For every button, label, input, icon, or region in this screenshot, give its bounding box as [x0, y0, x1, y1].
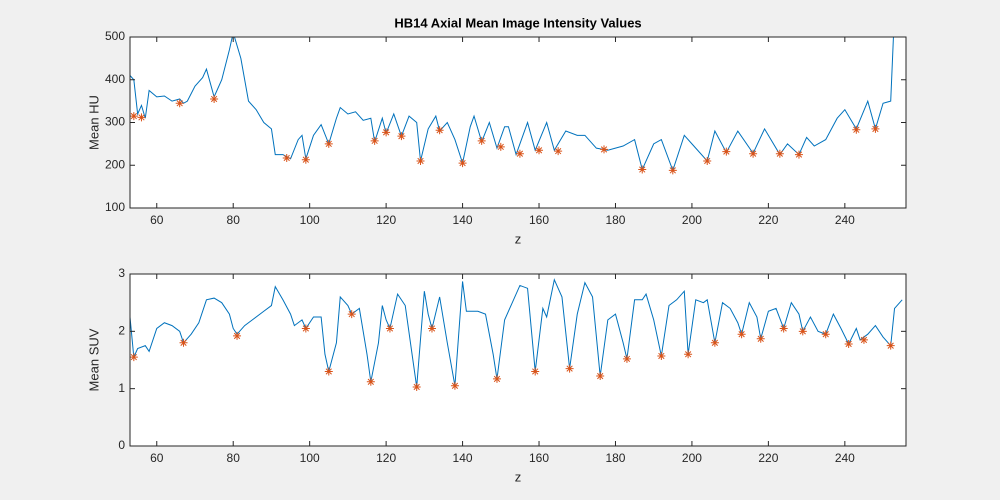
chart-title: HB14 Axial Mean Image Intensity Values — [394, 15, 641, 30]
y-tick-label: 1 — [118, 381, 125, 395]
marker-asterisk — [657, 351, 666, 360]
marker-asterisk — [282, 153, 291, 162]
marker-asterisk — [412, 382, 421, 391]
y-axis-label: Mean SUV — [86, 328, 101, 391]
x-tick-label: 240 — [835, 451, 855, 465]
marker-asterisk — [301, 155, 310, 164]
y-tick-label: 0 — [118, 438, 125, 452]
x-tick-label: 60 — [150, 451, 164, 465]
marker-asterisk — [130, 112, 138, 121]
x-tick-label: 240 — [835, 213, 855, 227]
x-tick-label: 120 — [376, 451, 396, 465]
x-tick-label: 180 — [605, 451, 625, 465]
marker-asterisk — [130, 353, 138, 362]
marker-asterisk — [496, 142, 505, 151]
marker-asterisk — [703, 156, 712, 165]
y-tick-label: 400 — [105, 72, 125, 86]
marker-asterisk — [179, 338, 188, 347]
x-tick-label: 100 — [300, 451, 320, 465]
marker-asterisk — [794, 150, 803, 159]
marker-asterisk — [600, 145, 609, 154]
marker-asterisk — [397, 132, 406, 141]
x-axis-label: z — [515, 469, 522, 484]
marker-asterisk — [370, 136, 379, 145]
y-axis-label: Mean HU — [86, 95, 101, 150]
x-tick-label: 200 — [682, 451, 702, 465]
marker-asterisk — [737, 330, 746, 339]
plot-area — [130, 274, 906, 446]
marker-asterisk — [233, 331, 242, 340]
x-tick-label: 100 — [300, 213, 320, 227]
x-axis-label: z — [515, 231, 522, 246]
marker-asterisk — [492, 374, 501, 383]
x-tick-label: 220 — [758, 213, 778, 227]
marker-asterisk — [749, 149, 758, 158]
marker-asterisk — [596, 372, 605, 381]
marker-asterisk — [638, 165, 647, 174]
x-tick-label: 180 — [605, 213, 625, 227]
plot-area — [130, 37, 906, 208]
x-tick-label: 160 — [529, 451, 549, 465]
y-tick-label: 200 — [105, 157, 125, 171]
marker-asterisk — [710, 338, 719, 347]
marker-asterisk — [382, 128, 391, 137]
marker-asterisk — [722, 147, 731, 156]
marker-asterisk — [324, 367, 333, 376]
marker-asterisk — [210, 94, 219, 103]
marker-asterisk — [137, 113, 146, 122]
marker-asterisk — [301, 324, 310, 333]
marker-asterisk — [535, 146, 544, 155]
marker-asterisk — [844, 339, 853, 348]
marker-asterisk — [385, 324, 394, 333]
x-tick-label: 160 — [529, 213, 549, 227]
y-tick-label: 2 — [118, 324, 125, 338]
x-tick-label: 140 — [453, 451, 473, 465]
plot-layer — [130, 278, 903, 391]
axes-box — [129, 273, 907, 447]
y-tick-label: 3 — [118, 266, 125, 280]
data-line — [130, 37, 894, 172]
x-tick-label: 140 — [453, 213, 473, 227]
marker-asterisk — [477, 136, 486, 145]
marker-asterisk — [531, 367, 540, 376]
marker-asterisk — [798, 327, 807, 336]
x-tick-label: 220 — [758, 451, 778, 465]
marker-asterisk — [821, 330, 830, 339]
marker-asterisk — [416, 156, 425, 165]
marker-asterisk — [366, 377, 375, 386]
marker-asterisk — [458, 159, 467, 168]
marker-asterisk — [886, 341, 895, 350]
marker-asterisk — [859, 335, 868, 344]
marker-asterisk — [347, 310, 356, 319]
axes-box — [129, 36, 907, 209]
x-tick-label: 200 — [682, 213, 702, 227]
marker-asterisk — [515, 149, 524, 158]
marker-asterisk — [622, 354, 631, 363]
y-tick-label: 300 — [105, 115, 125, 129]
x-tick-label: 80 — [227, 213, 241, 227]
x-tick-label: 60 — [150, 213, 164, 227]
marker-asterisk — [852, 125, 861, 134]
marker-asterisk — [684, 350, 693, 359]
x-tick-label: 120 — [376, 213, 396, 227]
x-tick-label: 80 — [227, 451, 241, 465]
marker-asterisk — [565, 364, 574, 373]
marker-asterisk — [779, 324, 788, 333]
marker-asterisk — [427, 324, 436, 333]
marker-asterisk — [775, 149, 784, 158]
marker-asterisk — [324, 139, 333, 148]
marker-asterisk — [756, 334, 765, 343]
marker-asterisk — [871, 124, 880, 133]
y-tick-label: 100 — [105, 200, 125, 214]
marker-asterisk — [175, 99, 184, 108]
plot-layer — [130, 37, 894, 175]
marker-asterisk — [668, 166, 677, 175]
marker-asterisk — [554, 147, 563, 156]
y-tick-label: 500 — [105, 29, 125, 43]
marker-asterisk — [435, 126, 444, 135]
marker-asterisk — [450, 381, 459, 390]
